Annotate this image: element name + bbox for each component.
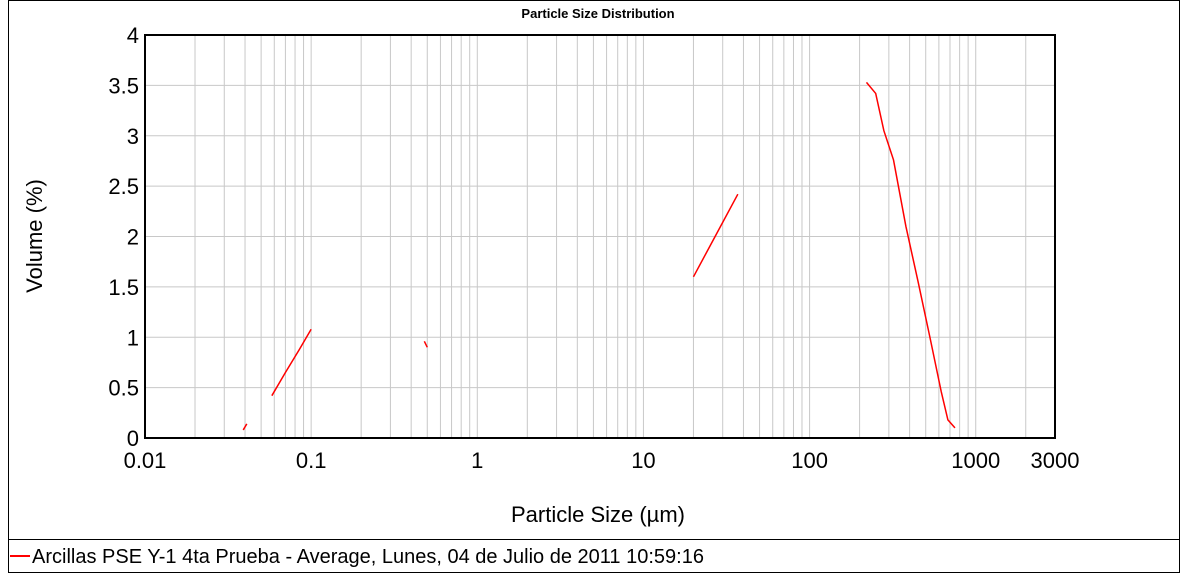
x-tick-label: 1000 [951, 448, 1000, 473]
x-tick-label: 3000 [1031, 448, 1080, 473]
x-tick-label: 0.01 [124, 448, 167, 473]
y-tick-label: 0.5 [108, 376, 139, 401]
chart-title: Particle Size Distribution [521, 6, 674, 21]
x-tick-label: 100 [791, 448, 828, 473]
plot-border [144, 34, 1056, 439]
x-tick-label: 0.1 [296, 448, 327, 473]
y-tick-label: 4 [127, 23, 139, 48]
y-axis-label: Volume (%) [22, 179, 47, 293]
x-tick-label: 10 [631, 448, 655, 473]
y-tick-label: 3.5 [108, 73, 139, 98]
y-tick-label: 2.5 [108, 174, 139, 199]
y-tick-label: 2 [127, 225, 139, 250]
y-tick-label: 3 [127, 124, 139, 149]
x-axis-label: Particle Size (µm) [511, 502, 685, 527]
y-tick-label: 1.5 [108, 275, 139, 300]
y-tick-label: 0 [127, 426, 139, 451]
legend-label: Arcillas PSE Y-1 4ta Prueba - Average, L… [32, 546, 704, 568]
x-tick-label: 1 [471, 448, 483, 473]
data-line [242, 81, 956, 431]
y-tick-label: 1 [127, 325, 139, 350]
